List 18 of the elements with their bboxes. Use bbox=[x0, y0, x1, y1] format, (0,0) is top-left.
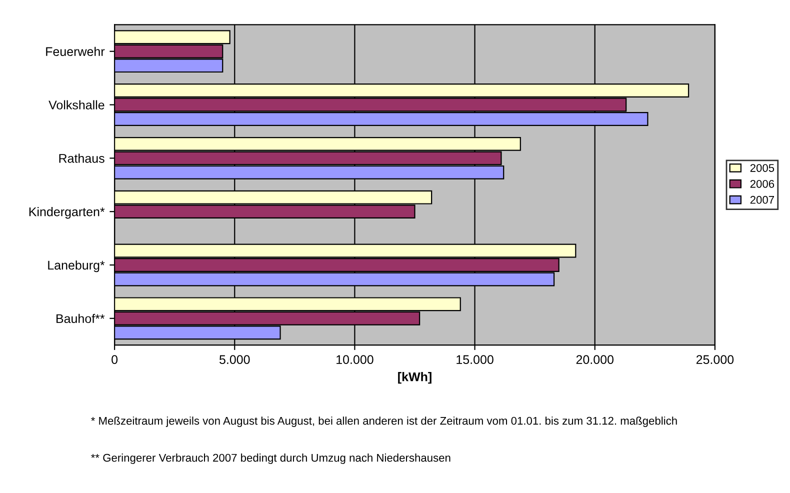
y-tick-label: Laneburg* bbox=[48, 260, 105, 272]
x-axis-title: [kWh] bbox=[398, 372, 432, 384]
x-tick-label: 20.000 bbox=[576, 355, 614, 364]
y-tick-label: Kindergarten* bbox=[29, 207, 105, 219]
x-tick-label: 10.000 bbox=[336, 355, 374, 364]
y-tick-label: Rathaus bbox=[59, 154, 104, 163]
x-tick-label: 25.000 bbox=[696, 355, 734, 364]
legend-label: 2007 bbox=[750, 196, 774, 204]
x-tick-label: 5.000 bbox=[219, 355, 250, 364]
legend-label: 2005 bbox=[750, 164, 774, 172]
text: ** Geringerer Verbrauch 2007 bedingt durch Umzug nach Niedershausen bbox=[91, 454, 450, 464]
text: * Meßzeitraum jeweils von August bis August, bei allen anderen ist der Zeitraum vom 01.01. bis zum 31.12. maßgeblich bbox=[91, 416, 677, 427]
y-tick-label: Bauhof** bbox=[56, 314, 105, 324]
legend-label: 2006 bbox=[750, 180, 774, 188]
y-tick-label: Volkshalle bbox=[48, 100, 104, 110]
y-tick-label: Feuerwehr bbox=[46, 46, 105, 56]
x-tick-label: 15.000 bbox=[456, 355, 494, 364]
x-tick-label: 0 bbox=[112, 355, 118, 364]
